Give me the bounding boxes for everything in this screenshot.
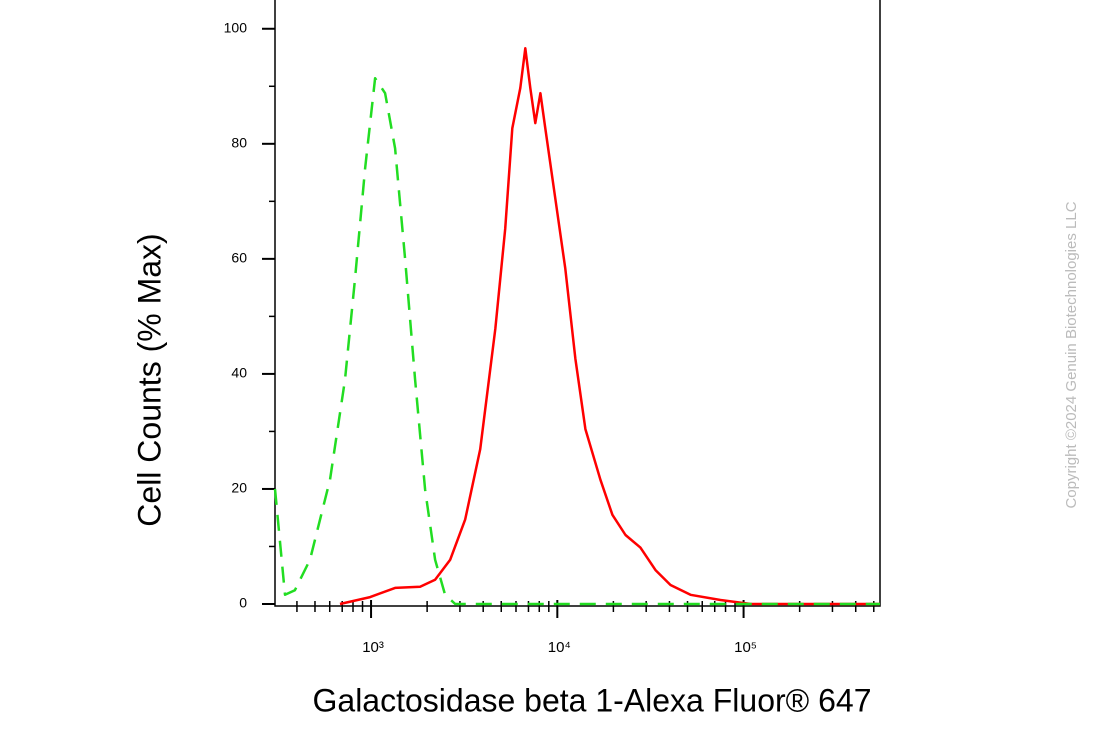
x-tick-label: 10⁵ — [734, 639, 757, 656]
y-tick-label: 40 — [231, 365, 247, 381]
watermark: Copyright ©2024 Genuin Biotechnologies L… — [1063, 201, 1080, 508]
y-tick-label: 20 — [231, 480, 247, 496]
y-axis-label: Cell Counts (% Max) — [131, 233, 167, 526]
y-tick-label: 80 — [231, 135, 247, 151]
x-tick-label: 10³ — [362, 639, 384, 656]
series-line — [339, 47, 880, 606]
series-line — [273, 76, 880, 606]
y-tick-label: 60 — [231, 250, 247, 266]
y-tick-label: 100 — [224, 19, 248, 35]
y-tick-label: 0 — [239, 595, 247, 611]
x-tick-label: 10⁴ — [548, 639, 571, 656]
plot-frame — [274, 0, 881, 607]
x-axis-label: Galactosidase beta 1-Alexa Fluor® 647 — [313, 682, 872, 718]
